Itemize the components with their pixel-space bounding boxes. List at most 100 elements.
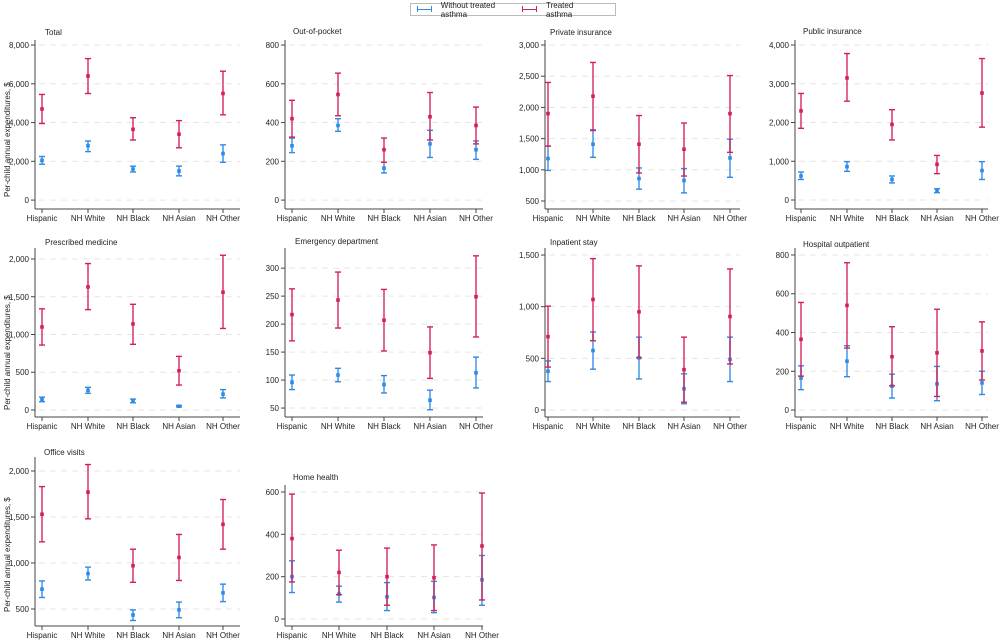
x-tick-label: NH White <box>321 214 356 223</box>
x-tick-label: NH Black <box>116 214 150 223</box>
y-tick-label: 500 <box>16 605 30 614</box>
y-tick-label: 100 <box>266 376 280 385</box>
y-tick-label: 200 <box>776 367 790 376</box>
x-tick-label: NH White <box>71 422 106 431</box>
x-tick-label: Hispanic <box>27 214 58 223</box>
y-tick-label: 2,000 <box>9 255 30 264</box>
point-estimate <box>637 176 641 181</box>
y-tick-label: 0 <box>785 196 790 205</box>
point-estimate <box>221 591 225 595</box>
point-estimate <box>86 571 90 576</box>
y-tick-label: 200 <box>266 320 280 329</box>
y-tick-label: 0 <box>275 196 280 205</box>
point-estimate <box>980 91 984 95</box>
x-tick-label: NH Asian <box>920 214 953 223</box>
y-tick-label: 4,000 <box>769 41 790 50</box>
x-tick-label: NH Asian <box>417 631 450 640</box>
point-estimate <box>131 613 135 617</box>
panel-title: Out-of-pocket <box>293 27 342 36</box>
point-estimate <box>845 359 849 363</box>
y-tick-label: 3,000 <box>769 80 790 89</box>
x-tick-label: NH Asian <box>667 422 700 431</box>
x-tick-label: NH Asian <box>413 214 446 223</box>
point-estimate <box>177 555 181 560</box>
point-estimate <box>480 544 484 548</box>
point-estimate <box>221 392 225 396</box>
point-estimate <box>728 111 732 116</box>
legend-item-treated: Treated asthma <box>522 1 583 19</box>
point-estimate <box>177 169 181 173</box>
y-tick-label: 800 <box>776 251 790 260</box>
point-estimate <box>890 177 894 182</box>
point-estimate <box>86 388 90 393</box>
x-tick-label: NH Black <box>875 214 909 223</box>
panel-title: Office visits <box>44 448 85 457</box>
point-estimate <box>131 127 135 132</box>
point-estimate <box>935 162 939 167</box>
point-estimate <box>336 298 340 302</box>
y-tick-label: 400 <box>776 329 790 338</box>
x-tick-label: NH White <box>830 422 865 431</box>
point-estimate <box>290 312 294 317</box>
point-estimate <box>131 399 135 403</box>
point-estimate <box>86 74 90 78</box>
x-tick-label: Hispanic <box>27 422 58 431</box>
y-tick-label: 2,000 <box>9 467 30 476</box>
point-estimate <box>546 111 550 116</box>
y-tick-label: 1,500 <box>9 513 30 522</box>
x-tick-label: NH Other <box>206 214 240 223</box>
point-estimate <box>890 354 894 359</box>
point-estimate <box>131 167 135 171</box>
x-tick-label: NH Other <box>465 631 499 640</box>
point-estimate <box>336 373 340 377</box>
point-estimate <box>980 168 984 173</box>
point-estimate <box>682 147 686 152</box>
point-estimate <box>290 380 294 385</box>
x-tick-label: NH Black <box>875 422 909 431</box>
point-estimate <box>980 381 984 385</box>
y-tick-label: 250 <box>266 292 280 301</box>
point-estimate <box>890 122 894 127</box>
y-tick-label: 1,000 <box>519 303 540 312</box>
point-estimate <box>131 563 135 568</box>
point-estimate <box>40 325 44 329</box>
point-estimate <box>221 151 225 156</box>
x-tick-label: NH Other <box>459 422 493 431</box>
point-estimate <box>40 158 44 163</box>
point-estimate <box>382 147 386 152</box>
x-tick-label: NH White <box>321 422 356 431</box>
x-tick-label: NH Asian <box>413 422 446 431</box>
point-estimate <box>290 116 294 121</box>
point-estimate <box>382 382 386 387</box>
point-estimate <box>428 398 432 403</box>
x-tick-label: Hispanic <box>277 422 308 431</box>
point-estimate <box>682 178 686 183</box>
point-estimate <box>474 294 478 299</box>
point-estimate <box>935 188 939 193</box>
point-estimate <box>637 310 641 314</box>
y-tick-label: 0 <box>275 615 280 624</box>
point-estimate <box>221 290 225 295</box>
y-tick-label: 800 <box>266 41 280 50</box>
panel-title: Hospital outpatient <box>803 240 870 249</box>
y-tick-label: 3,000 <box>519 41 540 50</box>
panel-title: Home health <box>293 473 338 482</box>
y-tick-label: 500 <box>526 197 540 206</box>
point-estimate <box>336 92 340 97</box>
point-estimate <box>799 337 803 342</box>
x-tick-label: Hispanic <box>277 214 308 223</box>
point-estimate <box>382 166 386 170</box>
y-tick-label: 0 <box>785 406 790 415</box>
y-tick-label: 400 <box>266 530 280 539</box>
x-tick-label: NH Black <box>622 422 656 431</box>
y-tick-label: 4,000 <box>9 119 30 128</box>
x-tick-label: NH Other <box>965 422 999 431</box>
x-tick-label: NH Black <box>370 631 404 640</box>
point-estimate <box>591 348 595 353</box>
point-estimate <box>428 142 432 146</box>
point-estimate <box>86 490 90 494</box>
x-tick-label: NH Black <box>367 214 401 223</box>
point-estimate <box>682 367 686 372</box>
x-tick-label: Hispanic <box>786 422 817 431</box>
y-tick-label: 8,000 <box>9 41 30 50</box>
